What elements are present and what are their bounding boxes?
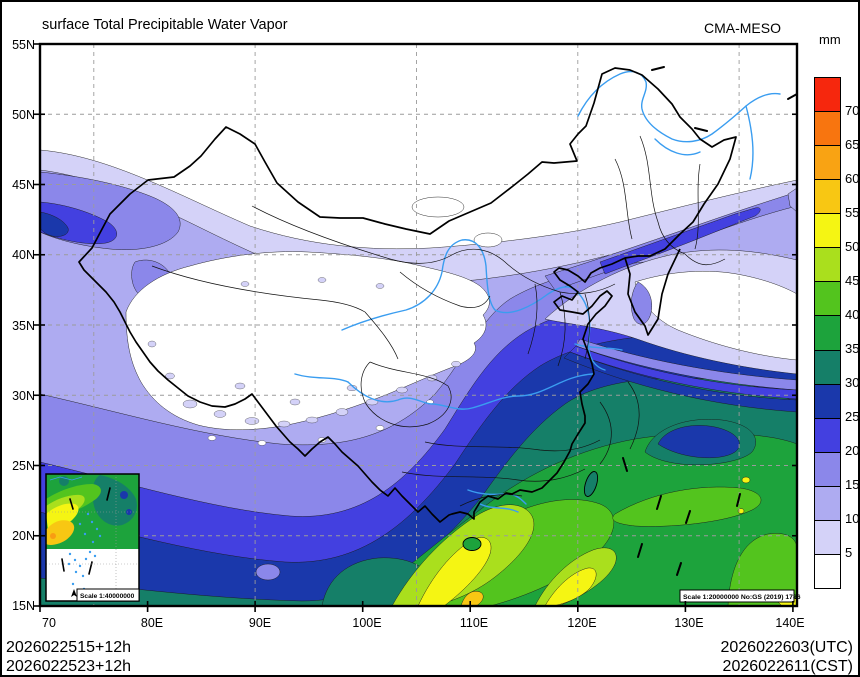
- colorbar-level: 25: [845, 409, 860, 424]
- colorbar-level: 5: [845, 545, 853, 560]
- lat-label: 20N: [12, 529, 35, 543]
- colorbar-cell: [815, 452, 840, 487]
- taiwan-island: [583, 471, 599, 497]
- colorbar-cell: [815, 316, 840, 351]
- lon-label: 90E: [248, 616, 272, 630]
- inset-scale-label: Scale 1:40000000: [80, 593, 135, 600]
- province-borders: [151, 135, 726, 507]
- colorbar-level: 50: [845, 239, 860, 254]
- colorbar-cell: [815, 520, 840, 555]
- inset-scale-box: [76, 588, 140, 602]
- colorbar-level: 60: [845, 171, 860, 186]
- colorbar-level: 70: [845, 103, 860, 118]
- page-title: surface Total Precipitable Water Vapor: [42, 17, 288, 33]
- valid-time-cst: 2026022611(CST): [722, 658, 853, 675]
- island-dashes: [622, 66, 798, 576]
- colorbar-cell: [815, 350, 840, 385]
- colorbar-cell: [815, 180, 840, 215]
- lat-label: 25N: [12, 459, 35, 473]
- colorbar-cell: [815, 418, 840, 453]
- run-time-line1: 2026022515+12h: [6, 639, 132, 656]
- colorbar-cell: [815, 486, 840, 521]
- lon-label: 140E: [775, 616, 805, 630]
- colorbar-level: 20: [845, 443, 860, 458]
- colorbar-level: 10: [845, 511, 860, 526]
- hainan-island: [462, 537, 482, 551]
- lon-label: 130E: [674, 616, 704, 630]
- colorbar: [814, 77, 841, 589]
- valid-time-utc: 2026022603(UTC): [720, 639, 853, 656]
- colorbar-cell: [815, 554, 840, 588]
- national-border: [78, 67, 737, 523]
- colorbar-cell: [815, 384, 840, 419]
- map-canvas: Scale 1:40000000 Scale 1:20000000 No:GS …: [34, 42, 801, 612]
- lat-label: 35N: [12, 319, 35, 333]
- lon-label: 100E: [352, 616, 382, 630]
- lon-label: 70: [42, 616, 56, 630]
- lat-label: 40N: [12, 248, 35, 262]
- model-label: CMA-MESO: [704, 20, 781, 36]
- colorbar-level: 45: [845, 273, 860, 288]
- colorbar-level: 40: [845, 307, 860, 322]
- run-time-line2: 2026022523+12h: [6, 658, 132, 675]
- colorbar-cell: [815, 214, 840, 249]
- colorbar-level: 30: [845, 375, 860, 390]
- south-china-sea-inset: Scale 1:40000000: [45, 473, 140, 602]
- lat-label: 55N: [12, 38, 35, 52]
- lat-label: 30N: [12, 389, 35, 403]
- colorbar-unit: mm: [819, 32, 841, 47]
- colorbar-cell: [815, 112, 840, 147]
- graticule: [40, 44, 797, 606]
- lon-label: 110E: [459, 616, 489, 630]
- colorbar-level: 15: [845, 477, 860, 492]
- map-scale-note: Scale 1:20000000 No:GS (2019) 1786: [679, 589, 801, 603]
- lon-label: 120E: [567, 616, 597, 630]
- colorbar-level: 65: [845, 137, 860, 152]
- scale-note-label: Scale 1:20000000 No:GS (2019) 1786: [683, 594, 801, 601]
- colorbar-cell: [815, 248, 840, 283]
- colorbar-level: 55: [845, 205, 860, 220]
- inset-scale-arrow-icon: [71, 589, 77, 597]
- lat-label: 50N: [12, 108, 35, 122]
- lat-label: 15N: [12, 599, 35, 613]
- colorbar-cell: [815, 282, 840, 317]
- pwv-contour-fills: [39, 149, 798, 607]
- colorbar-cell: [815, 146, 840, 181]
- colorbar-level: 35: [845, 341, 860, 356]
- colorbar-cell: [815, 78, 840, 113]
- axis-ticks: [34, 43, 797, 612]
- lon-label: 80E: [140, 616, 164, 630]
- lat-label: 45N: [12, 178, 35, 192]
